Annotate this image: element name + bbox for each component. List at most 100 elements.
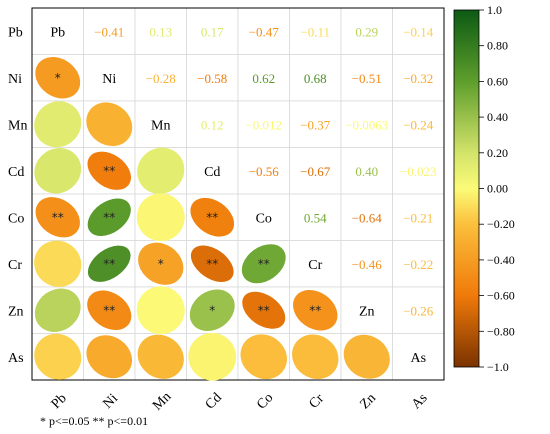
grid-cell bbox=[340, 286, 393, 334]
column-label: Cr bbox=[307, 391, 328, 412]
grid-cell bbox=[237, 100, 290, 148]
correlation-value: −0.41 bbox=[94, 24, 124, 39]
correlation-ellipse bbox=[137, 147, 185, 194]
grid-cell bbox=[392, 333, 445, 381]
correlation-value: −0.64 bbox=[352, 210, 383, 225]
column-label: Mn bbox=[150, 389, 174, 413]
correlation-ellipse bbox=[86, 335, 133, 379]
diagonal-label: Zn bbox=[359, 304, 375, 319]
correlation-value: 0.29 bbox=[355, 24, 378, 39]
colorbar-tick-label: −0.40 bbox=[487, 253, 515, 267]
significance-mark: ** bbox=[206, 210, 218, 224]
grid-cell bbox=[340, 100, 393, 148]
grid-cell bbox=[186, 100, 239, 148]
column-label: Cd bbox=[203, 390, 225, 412]
correlation-value: 0.12 bbox=[201, 117, 224, 132]
colorbar-tick-label: −1.0 bbox=[487, 360, 509, 374]
diagonal-label: Mn bbox=[151, 118, 170, 133]
correlation-ellipse bbox=[87, 245, 131, 282]
correlation-ellipse bbox=[292, 334, 339, 380]
grid-cell bbox=[289, 7, 342, 55]
diagonal-label: Cd bbox=[204, 165, 220, 180]
correlation-value: −0.47 bbox=[249, 24, 280, 39]
grid-cell bbox=[237, 147, 290, 195]
significance-mark: ** bbox=[258, 257, 270, 271]
row-label: Co bbox=[8, 211, 24, 226]
correlation-ellipse bbox=[34, 333, 82, 380]
correlation-ellipse bbox=[86, 102, 133, 147]
column-label: Ni bbox=[101, 391, 122, 412]
correlation-value: −0.22 bbox=[403, 257, 433, 272]
grid-cell bbox=[392, 193, 445, 241]
correlation-value: 0.54 bbox=[304, 210, 327, 225]
plot-border bbox=[31, 7, 445, 381]
correlation-ellipse bbox=[87, 198, 131, 237]
grid-cell bbox=[340, 240, 393, 288]
correlation-ellipse bbox=[292, 289, 338, 331]
grid-cell bbox=[392, 54, 445, 102]
grid-cell bbox=[237, 193, 290, 241]
grid-cell bbox=[392, 7, 445, 55]
colorbar-tick-label: 0.00 bbox=[487, 182, 508, 196]
correlation-ellipse bbox=[343, 334, 390, 379]
correlation-ellipse bbox=[242, 291, 286, 329]
row-label: Pb bbox=[8, 25, 23, 40]
correlation-value: −0.58 bbox=[197, 71, 227, 86]
diagonal-label: Ni bbox=[102, 72, 116, 87]
row-label: Ni bbox=[8, 72, 22, 87]
correlation-ellipse bbox=[190, 197, 235, 237]
diagonal-label: Co bbox=[256, 211, 272, 226]
row-label: Cd bbox=[8, 165, 24, 180]
correlation-ellipse bbox=[136, 193, 185, 242]
correlation-value: −0.21 bbox=[403, 210, 433, 225]
diagonal-label: Pb bbox=[50, 25, 65, 40]
column-label: Zn bbox=[357, 391, 379, 413]
correlation-value: −0.26 bbox=[403, 303, 434, 318]
colorbar-tick-label: −0.60 bbox=[487, 289, 515, 303]
grid-cell bbox=[340, 147, 393, 195]
grid-cell bbox=[83, 7, 136, 55]
significance-mark: * bbox=[158, 257, 164, 271]
column-label: As bbox=[409, 391, 431, 413]
correlation-ellipse bbox=[240, 334, 287, 380]
colorbar bbox=[453, 9, 480, 368]
correlation-ellipse bbox=[190, 245, 234, 283]
correlation-value: −0.24 bbox=[403, 117, 434, 132]
grid-cell bbox=[392, 240, 445, 288]
significance-mark: ** bbox=[103, 303, 115, 317]
correlation-ellipse bbox=[34, 101, 82, 148]
correlation-ellipse bbox=[138, 242, 184, 285]
correlation-value: −0.51 bbox=[352, 71, 382, 86]
grid-cell bbox=[134, 100, 187, 148]
significance-mark: ** bbox=[103, 210, 115, 224]
colorbar-tick-label: −0.20 bbox=[487, 217, 515, 231]
correlation-value: −0.012 bbox=[245, 117, 282, 132]
colorbar-tick-label: 0.80 bbox=[487, 39, 508, 53]
correlation-ellipse bbox=[35, 197, 80, 238]
correlation-value: 0.62 bbox=[252, 71, 275, 86]
correlation-ellipse bbox=[87, 290, 132, 331]
column-label: Co bbox=[254, 390, 276, 412]
correlation-ellipse bbox=[34, 240, 82, 287]
correlation-ellipse bbox=[136, 286, 185, 335]
correlation-value: −0.37 bbox=[300, 117, 331, 132]
grid-cell bbox=[186, 54, 239, 102]
significance-mark: ** bbox=[258, 303, 270, 317]
colorbar-tick-label: 0.20 bbox=[487, 146, 508, 160]
correlation-value: −0.14 bbox=[403, 24, 434, 39]
correlation-value: 0.40 bbox=[355, 164, 378, 179]
correlation-ellipse bbox=[189, 289, 235, 332]
grid-cell bbox=[83, 54, 136, 102]
correlation-ellipse bbox=[34, 288, 81, 332]
correlation-value: −0.0063 bbox=[345, 117, 388, 132]
significance-mark: * bbox=[209, 303, 215, 317]
significance-footnote: * p<=0.05 ** p<=0.01 bbox=[40, 414, 149, 428]
column-label: Pb bbox=[49, 391, 70, 412]
colorbar-tick-label: 0.40 bbox=[487, 110, 508, 124]
correlation-ellipse bbox=[35, 57, 81, 99]
correlation-ellipse bbox=[188, 332, 237, 381]
significance-mark: ** bbox=[103, 164, 115, 178]
colorbar-tick-label: 0.60 bbox=[487, 74, 508, 88]
row-label: As bbox=[8, 351, 24, 366]
